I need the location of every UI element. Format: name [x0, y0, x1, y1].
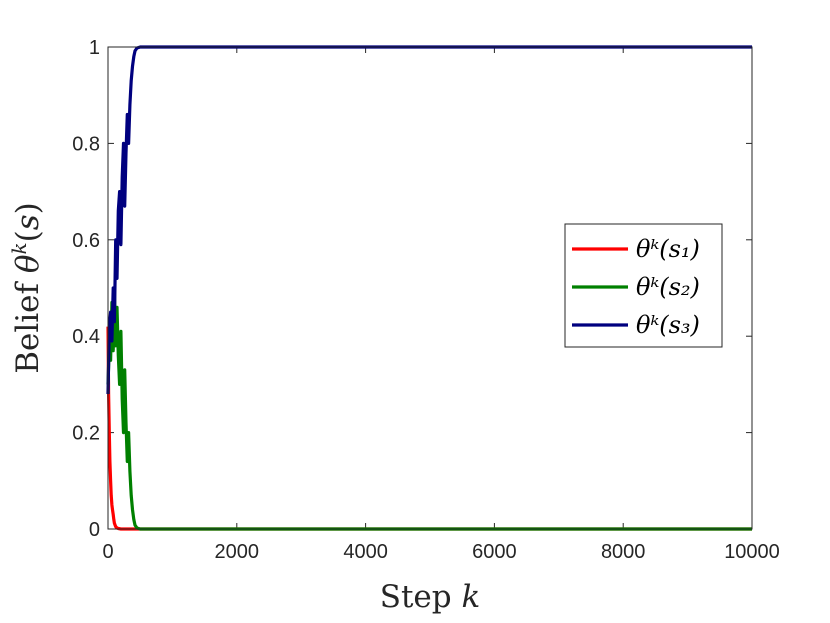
legend-label-1: θᵏ(s₁): [636, 235, 700, 263]
y-tick-label: 1: [89, 37, 100, 59]
x-tick-label: 10000: [724, 541, 780, 563]
y-tick-label: 0: [89, 519, 100, 541]
x-tick-label: 0: [102, 541, 113, 563]
y-axis-title-theta: θ: [10, 254, 46, 273]
series-line-3: [106, 45, 752, 395]
x-tick-label: 6000: [472, 541, 517, 563]
y-axis-title-word: Belief: [10, 273, 46, 374]
series-line-2: [106, 286, 752, 531]
y-tick-label: 0.4: [72, 326, 100, 348]
y-axis-title-s: s: [10, 214, 46, 230]
y-axis-title-argument: (: [10, 230, 46, 242]
x-axis-title: Step k: [380, 579, 481, 615]
x-tick-label: 4000: [343, 541, 388, 563]
y-tick-label: 0.2: [72, 423, 100, 445]
legend-label-3: θᵏ(s₃): [636, 311, 700, 339]
x-tick-label: 8000: [601, 541, 646, 563]
plot-frame: [107, 46, 753, 530]
x-axis-title-variable: k: [461, 579, 480, 615]
axis-ticks: 0 2000 4000 6000 8000 10000 0 0.2 0.4 0.6 0.8 1: [72, 37, 780, 563]
legend: θᵏ(s₁) θᵏ(s₂) θᵏ(s₃): [564, 223, 723, 348]
y-axis-title-close: ): [10, 202, 46, 214]
y-tick-label: 0.6: [72, 230, 100, 252]
y-tick-label: 0.8: [72, 133, 100, 155]
y-axis-title-superscript: k: [7, 242, 31, 254]
x-tick-label: 2000: [215, 541, 260, 563]
x-axis-title-word: Step: [380, 579, 462, 615]
legend-label-2: θᵏ(s₂): [636, 273, 700, 301]
y-axis-title: Belief θk(s): [7, 202, 46, 374]
